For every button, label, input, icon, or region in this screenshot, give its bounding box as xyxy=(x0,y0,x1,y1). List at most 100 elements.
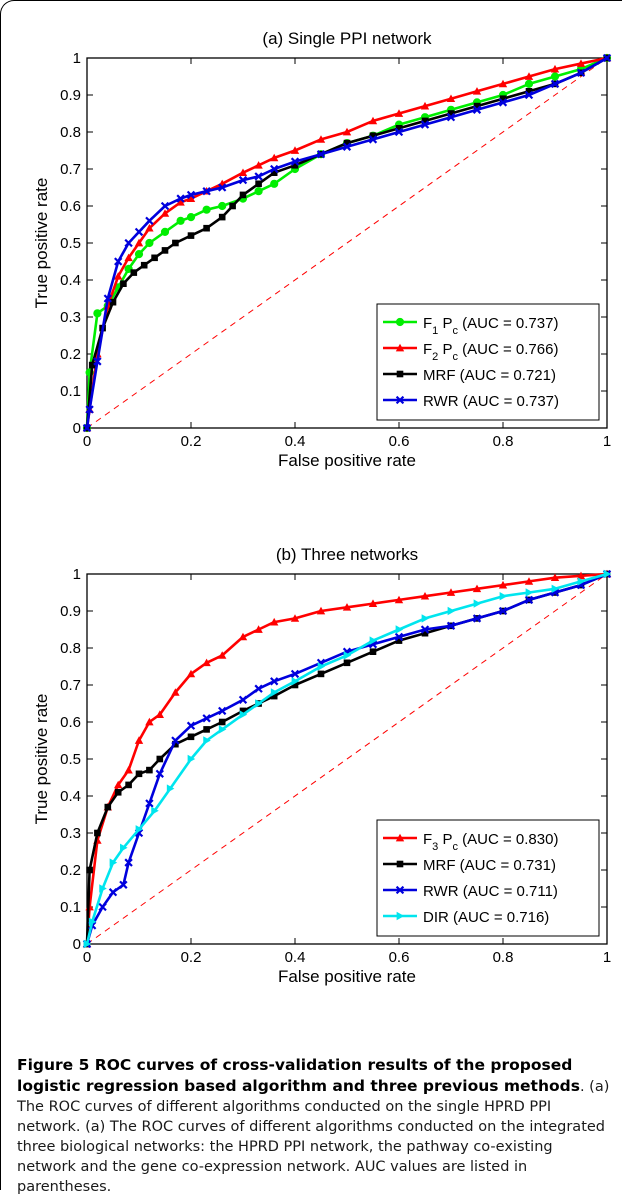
a-data-point xyxy=(290,157,300,166)
a-data-point xyxy=(550,72,560,81)
a-data-point xyxy=(93,309,102,318)
a-legend-item: MRF (AUC = 0.721) xyxy=(383,367,556,384)
b-data-point xyxy=(369,636,378,645)
b-data-point xyxy=(291,677,300,686)
b-data-point xyxy=(171,736,180,745)
a-data-point xyxy=(447,110,455,117)
b-data-point xyxy=(124,765,133,774)
a-data-point xyxy=(109,298,117,306)
a-data-point xyxy=(103,294,112,303)
b-data-point xyxy=(125,781,132,789)
a-data-point xyxy=(85,405,94,414)
b-data-point xyxy=(342,603,352,611)
a-ytick-label: 0.6 xyxy=(60,198,81,215)
a-data-point xyxy=(202,205,211,214)
b-data-point xyxy=(83,939,92,949)
b-xtick-label: 0.2 xyxy=(181,949,202,966)
b-data-point xyxy=(446,588,456,596)
a-legend-item: F2 Pc (AUC = 0.766) xyxy=(383,341,558,363)
a-legend-label: MRF (AUC = 0.721) xyxy=(423,367,556,384)
b-data-point xyxy=(108,888,118,897)
caption-title: Figure 5 ROC curves of cross-validation … xyxy=(17,1056,580,1095)
a-data-point xyxy=(270,153,279,162)
b-data-point xyxy=(394,595,404,604)
a-ytick-label: 0.8 xyxy=(60,124,81,141)
b-data-point xyxy=(524,595,534,605)
b-data-point xyxy=(86,866,93,874)
a-data-point xyxy=(218,213,226,221)
b-data-point xyxy=(99,884,107,893)
a-data-point xyxy=(145,216,154,225)
b-data-point xyxy=(238,632,248,641)
b-random-diagonal xyxy=(86,573,608,945)
b-legend-marker xyxy=(395,885,405,895)
a-data-point xyxy=(145,224,154,232)
a-ytick-label: 0.2 xyxy=(60,346,81,363)
b-ytick-label: 0.8 xyxy=(60,640,81,657)
b-data-point xyxy=(291,681,299,689)
a-legend-item: RWR (AUC = 0.737) xyxy=(383,393,559,410)
b-xtick-label: 0.8 xyxy=(493,949,514,966)
b-data-point xyxy=(109,858,118,867)
b-data-point xyxy=(270,677,279,686)
a-data-point xyxy=(176,198,185,206)
roc-chart-three-networks: (b) Three networks 0 0.2 0.4 0.6 0.8 1 0 0.1 0.2 0… xyxy=(32,545,612,986)
b-data-point xyxy=(135,770,143,778)
b-data-point xyxy=(254,625,263,633)
b-data-point xyxy=(255,699,263,708)
b-legend-marker xyxy=(395,833,405,842)
a-data-point xyxy=(218,183,227,192)
b-data-point xyxy=(203,736,211,745)
figure-caption: Figure 5 ROC curves of cross-validation … xyxy=(17,1055,613,1197)
b-y-axis-label: True positive rate xyxy=(32,694,51,825)
b-data-point xyxy=(145,717,154,726)
a-data-point xyxy=(161,247,169,254)
a-data-point xyxy=(254,172,263,181)
a-data-point xyxy=(145,238,154,248)
b-legend-label: MRF (AUC = 0.731) xyxy=(423,857,556,874)
a-data-point xyxy=(124,238,133,248)
b-data-point xyxy=(218,651,227,659)
a-xtick-label: 0.8 xyxy=(493,433,514,450)
b-ytick-label: 0.1 xyxy=(60,899,81,916)
a-data-point xyxy=(160,201,170,211)
b-data-point xyxy=(368,599,378,607)
a-data-point xyxy=(187,232,195,239)
b-data-point xyxy=(134,736,144,744)
a-data-point xyxy=(239,191,247,199)
a-data-point xyxy=(290,146,300,154)
b-data-point xyxy=(499,592,508,601)
a-ytick-label: 0.4 xyxy=(60,272,81,289)
a-data-point xyxy=(395,125,403,132)
a-data-point xyxy=(291,162,299,169)
a-legend-item: F1 Pc (AUC = 0.737) xyxy=(383,315,558,337)
a-data-point xyxy=(229,202,236,210)
b-data-point xyxy=(421,629,429,637)
a-ytick-label: 0.3 xyxy=(60,309,81,326)
b-data-point xyxy=(270,617,279,626)
b-data-point xyxy=(395,637,403,644)
b-data-point xyxy=(290,669,300,679)
b-data-point xyxy=(290,614,300,622)
b-legend-label: F3 Pc (AUC = 0.830) xyxy=(423,831,558,853)
a-x-axis-label: False positive rate xyxy=(278,451,416,470)
b-data-point xyxy=(498,580,508,589)
a-data-point xyxy=(203,224,210,232)
b-legend: F3 Pc (AUC = 0.830) MRF (AUC = 0.731) RWR … xyxy=(376,819,600,937)
a-data-point xyxy=(255,180,262,188)
b-data-point xyxy=(343,651,352,660)
a-data-point xyxy=(524,72,534,80)
b-data-point xyxy=(447,606,456,616)
b-xtick-label: 0.6 xyxy=(389,949,410,966)
a-chart-title: (a) Single PPI network xyxy=(262,29,432,48)
a-data-point xyxy=(238,175,248,185)
b-data-point xyxy=(114,789,122,796)
b-data-point xyxy=(187,733,195,741)
b-data-point xyxy=(186,669,196,678)
a-series-rwr xyxy=(82,53,612,433)
b-ytick-label: 0 xyxy=(73,936,81,953)
b-data-point xyxy=(155,710,164,718)
b-data-point xyxy=(446,621,456,630)
a-ytick-label: 0.7 xyxy=(60,161,81,178)
a-data-point xyxy=(420,120,430,129)
